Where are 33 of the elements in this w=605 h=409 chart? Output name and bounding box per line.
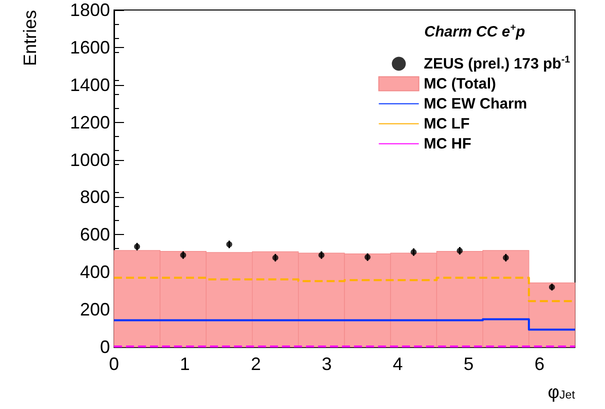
x-tick-label: 6 xyxy=(534,354,545,374)
y-tick-label: 1600 xyxy=(70,37,110,58)
y-tick-label: 400 xyxy=(80,262,110,282)
point xyxy=(134,244,140,250)
x-tick-label: 2 xyxy=(250,354,261,374)
y-tick-label: 800 xyxy=(80,187,110,208)
y-tick-label: 0 xyxy=(100,337,110,357)
point xyxy=(410,249,417,256)
legend-title: Charm CC e+p xyxy=(424,22,526,40)
point xyxy=(180,252,186,258)
x-axis-title: φJet xyxy=(548,382,576,402)
legend-label: MC EW Charm xyxy=(424,95,528,112)
point xyxy=(364,254,371,260)
x-tick-label: 1 xyxy=(180,354,190,374)
legend-label: MC HF xyxy=(424,135,472,152)
point xyxy=(272,254,278,261)
y-axis-title: Entries xyxy=(20,10,40,66)
y-tick-label: 600 xyxy=(80,224,110,245)
point xyxy=(548,284,555,290)
point xyxy=(456,248,463,254)
y-tick-label: 200 xyxy=(80,300,110,320)
x-tick-label: 5 xyxy=(464,354,474,374)
point xyxy=(318,252,324,258)
legend-label: MC LF xyxy=(424,115,470,132)
y-tick-label: 1200 xyxy=(70,112,110,132)
x-tick-label: 3 xyxy=(322,354,332,374)
y-tick-label: 1400 xyxy=(70,74,110,95)
legend-label: MC (Total) xyxy=(424,75,496,92)
y-tick-label: 1000 xyxy=(70,150,110,170)
y-tick-label: 1800 xyxy=(70,0,110,20)
point xyxy=(226,241,232,248)
x-tick-label: 4 xyxy=(392,354,403,374)
point xyxy=(502,254,509,261)
